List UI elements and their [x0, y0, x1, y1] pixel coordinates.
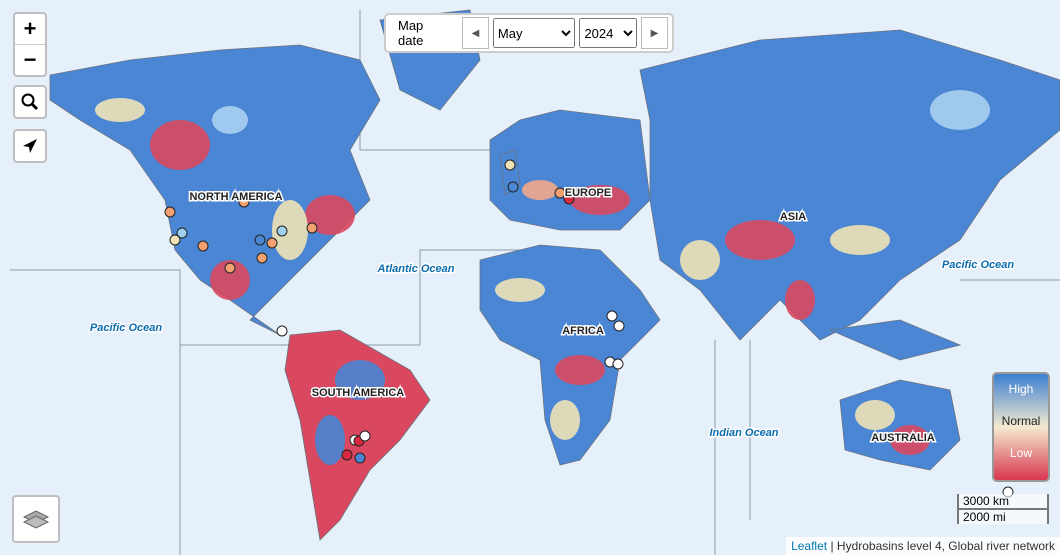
- year-select[interactable]: 2024: [579, 18, 638, 48]
- scale-bar: 3000 km 2000 mi: [957, 494, 1049, 524]
- station-markers: [164, 159, 1014, 498]
- ocean-label: Indian Ocean: [709, 427, 778, 439]
- land: [49, 9, 1060, 541]
- continent-label: ASIA: [780, 211, 806, 223]
- basin-patches: [95, 90, 990, 465]
- continent-label: AFRICA: [562, 325, 604, 337]
- legend-high: High: [1008, 382, 1034, 396]
- attribution-link[interactable]: Leaflet: [791, 539, 828, 553]
- ocean-label: Pacific Ocean: [942, 259, 1014, 271]
- continent-label: AUSTRALIA: [871, 432, 935, 444]
- ocean-label: Pacific Ocean: [90, 322, 162, 334]
- search-button[interactable]: [13, 85, 47, 119]
- continent-label: EUROPE: [565, 187, 611, 199]
- legend-low: Low: [1009, 446, 1032, 460]
- scale-imperial: 2000 mi: [957, 508, 1049, 524]
- next-button[interactable]: ▶: [641, 17, 668, 49]
- date-label: Map date: [398, 18, 424, 48]
- layers-icon: [22, 510, 50, 529]
- zoom-control: + −: [13, 12, 47, 77]
- zoom-out[interactable]: −: [23, 47, 37, 72]
- locate-button[interactable]: [13, 129, 47, 163]
- continent-label: SOUTH AMERICA: [312, 387, 405, 399]
- month-select[interactable]: May: [492, 18, 576, 48]
- legend: High Normal Low: [992, 372, 1050, 482]
- attribution: Leaflet | Hydrobasins level 4, Global ri…: [786, 537, 1060, 555]
- layers-button[interactable]: [12, 495, 60, 543]
- prev-button[interactable]: ◀: [461, 17, 489, 49]
- search-icon: [21, 93, 39, 111]
- legend-normal: Normal: [1001, 414, 1041, 428]
- ocean-labels: Pacific Ocean Atlantic Ocean Indian Ocea…: [88, 258, 1015, 441]
- attribution-text: | Hydrobasins level 4, Global river netw…: [830, 539, 1055, 553]
- locate-icon: [23, 139, 37, 153]
- continent-label: NORTH AMERICA: [189, 191, 282, 203]
- date-picker: Map date ◀ May 2024 ▶: [384, 13, 674, 53]
- continent-labels: NORTH AMERICA SOUTH AMERICA EUROPE AFRIC…: [188, 186, 936, 446]
- ocean-label: Atlantic Ocean: [376, 263, 454, 275]
- zoom-in[interactable]: +: [15, 14, 45, 45]
